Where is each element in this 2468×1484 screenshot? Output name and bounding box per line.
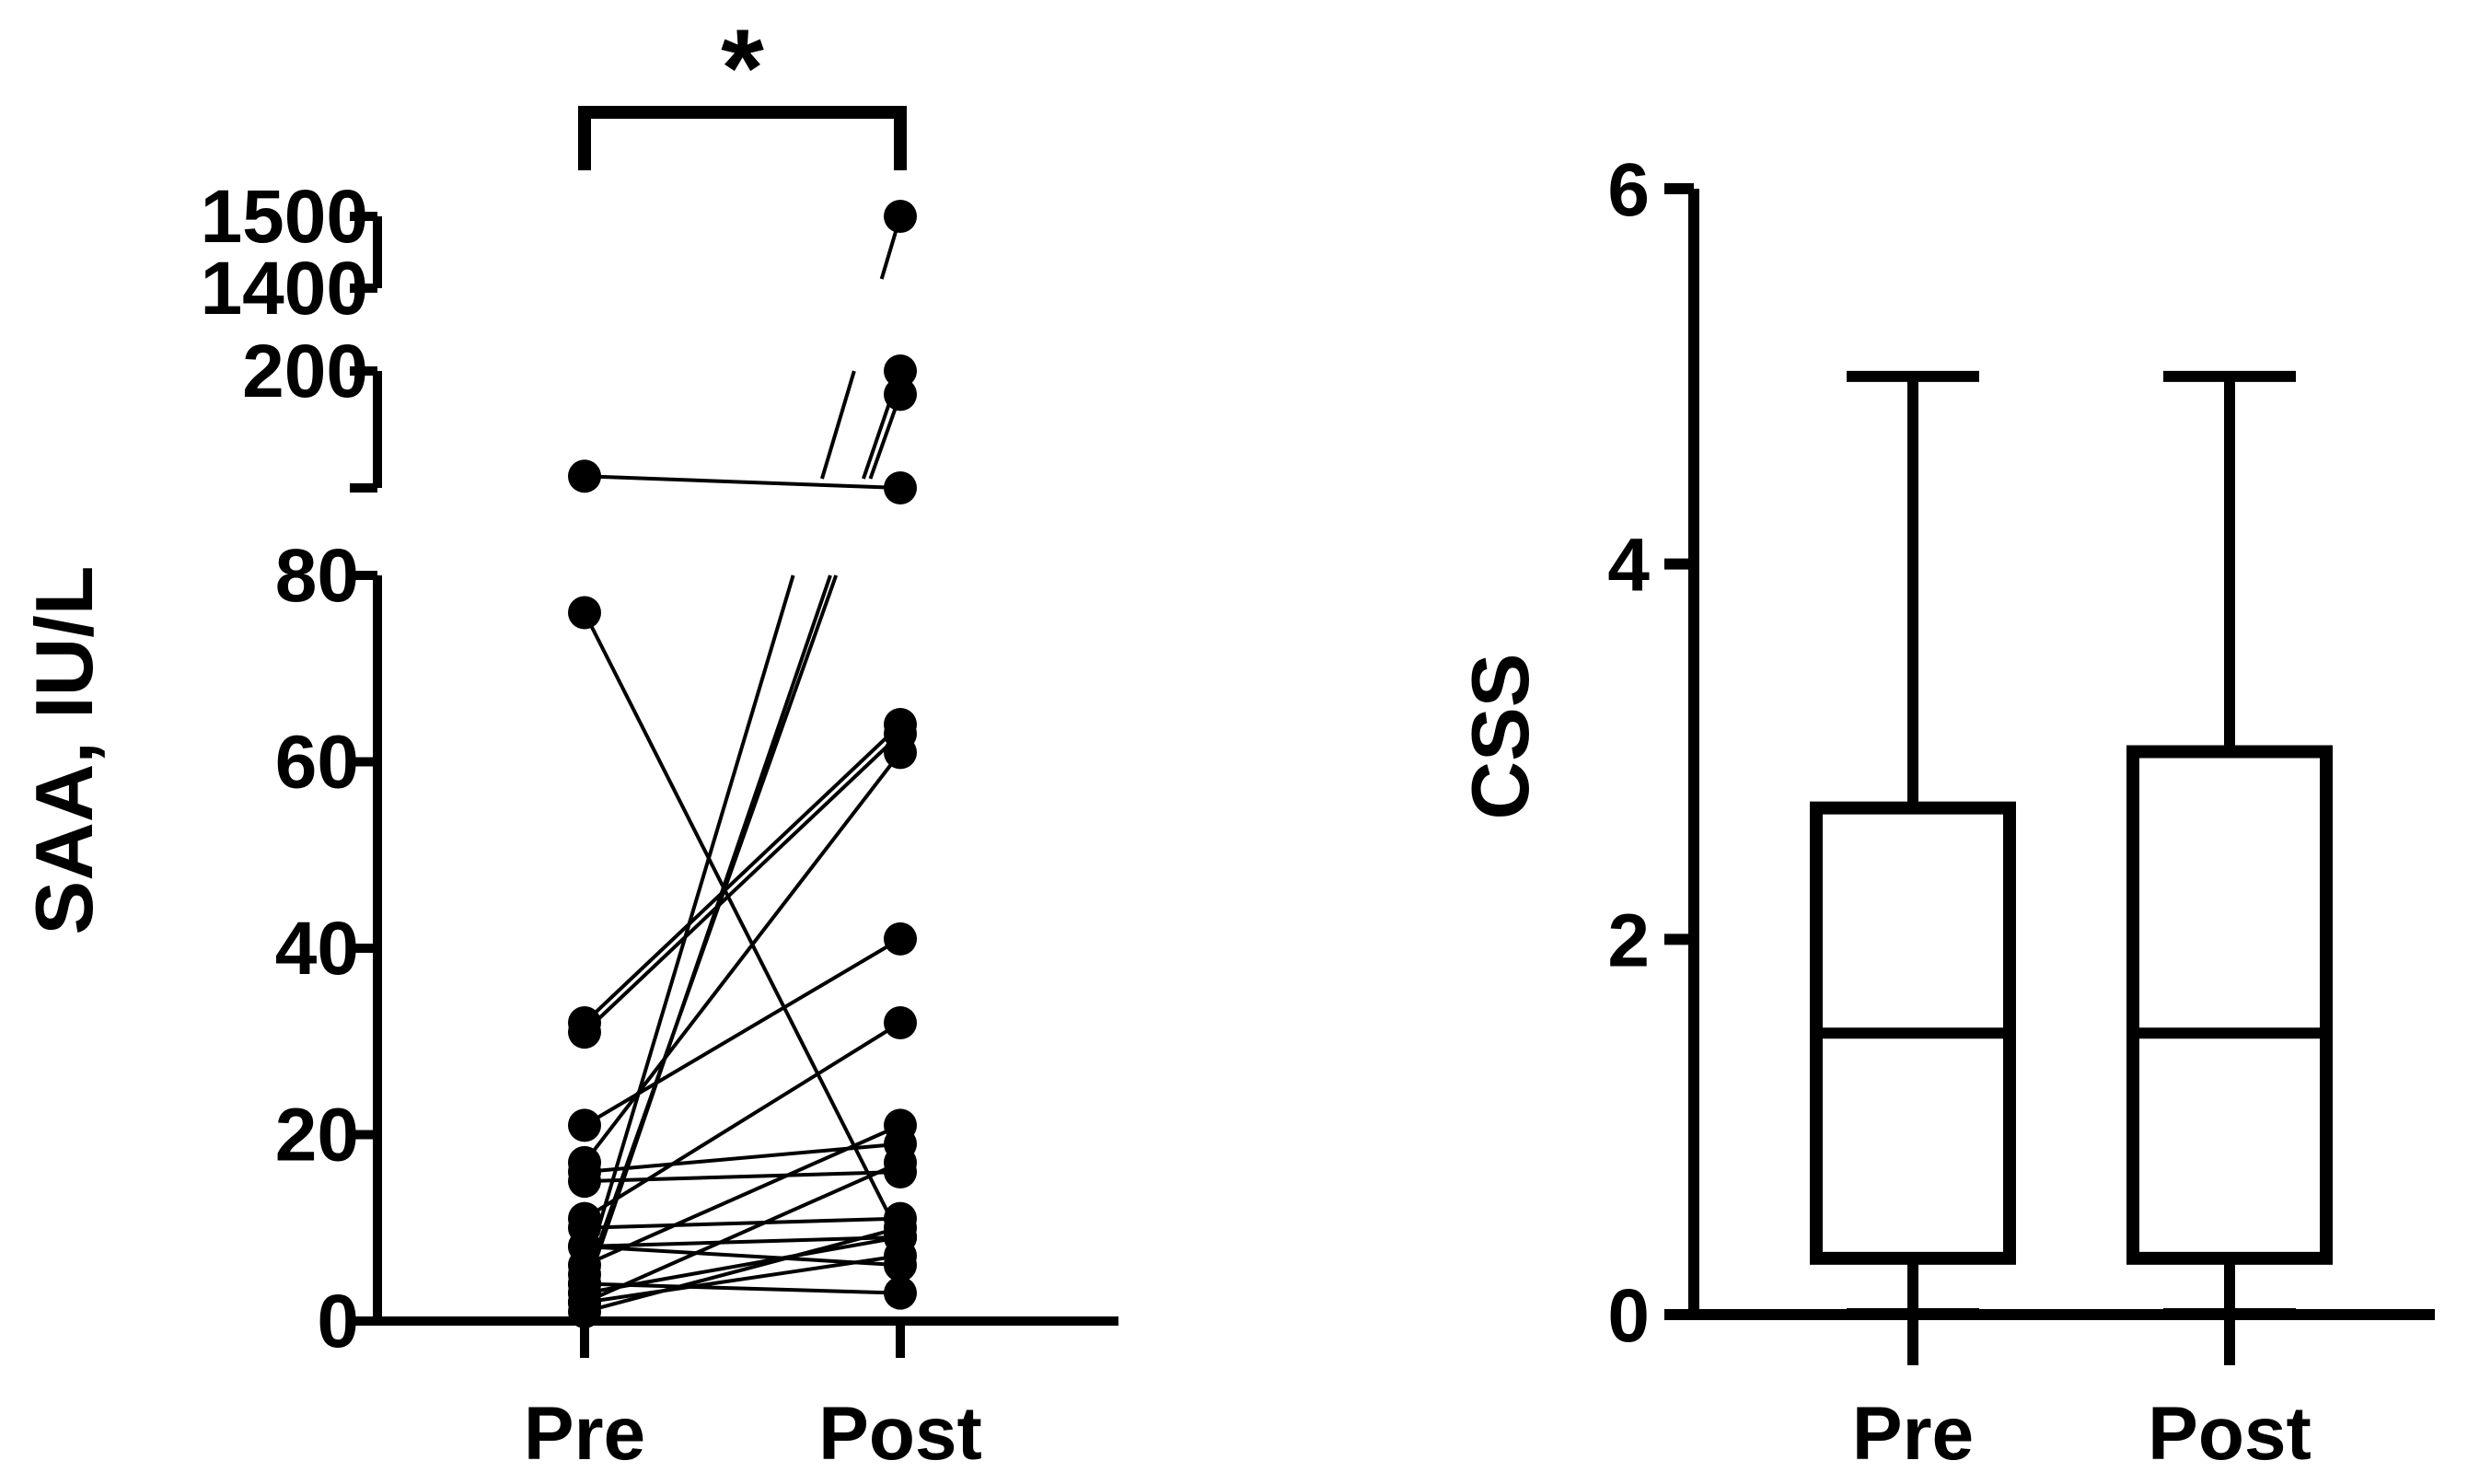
css-box-chart: 0 2 4 6 CSS Pre Post [1454,148,2435,1476]
pair-line [584,1123,901,1268]
pair-line [583,611,902,1238]
y-tick-label: 60 [275,721,359,805]
y-tick-label: 200 [242,330,368,413]
x-category-label: Post [2148,1392,2312,1476]
pre-point [568,459,601,493]
pair-line-segment [820,370,856,480]
pair-line-segment [583,574,795,1275]
post-point [884,200,917,233]
post-point [884,1108,917,1142]
post-point [884,354,917,388]
significance-bracket [578,106,907,170]
pre-point [568,1294,601,1328]
y-tick-label: 0 [1607,1274,1650,1358]
pair-line [583,1021,902,1221]
y-tick-label: 0 [317,1280,359,1363]
post-point [884,471,917,504]
y-tick-label: 1500 [201,175,368,259]
pair-line [584,474,901,490]
pair-line [584,1161,901,1304]
post-point [884,1006,917,1039]
post-point [884,1211,917,1245]
y-tick-label: 1400 [201,247,368,330]
pre-point [568,596,601,630]
post-point [884,736,917,770]
pair-line [584,1235,901,1295]
pair-line [584,1216,901,1230]
y-tick-label: 2 [1607,899,1650,982]
post-point [884,1145,917,1179]
y-axis-title: CSS [1454,654,1546,820]
y-tick-label: 6 [1607,148,1650,232]
y-tick-label: 20 [275,1094,359,1177]
post-point [884,922,917,956]
y-tick-label: 4 [1607,524,1650,608]
pair-line [583,751,902,1165]
pair-line [584,1254,901,1304]
significance-star: * [721,6,764,130]
pair-line-segment [583,574,832,1294]
post-point [884,1239,917,1273]
pair-line [583,723,902,1025]
x-category-label: Pre [524,1392,645,1476]
x-category-label: Post [818,1392,982,1476]
iqr-box [2126,745,2333,1265]
pair-line [583,732,902,1034]
post-point [884,1276,917,1310]
y-tick-label: 80 [275,534,359,618]
pre-point [568,1165,601,1199]
pair-line [584,1235,901,1248]
pair-line [583,937,902,1128]
x-category-label: Pre [1852,1392,1974,1476]
post-point [884,377,917,412]
y-axis-title: SAA, IU/L [18,566,110,935]
pre-point [568,1015,601,1049]
pre-point [568,1108,601,1142]
y-tick-label: 40 [275,907,359,991]
pair-line [584,1225,901,1314]
pair-line [584,1170,901,1184]
